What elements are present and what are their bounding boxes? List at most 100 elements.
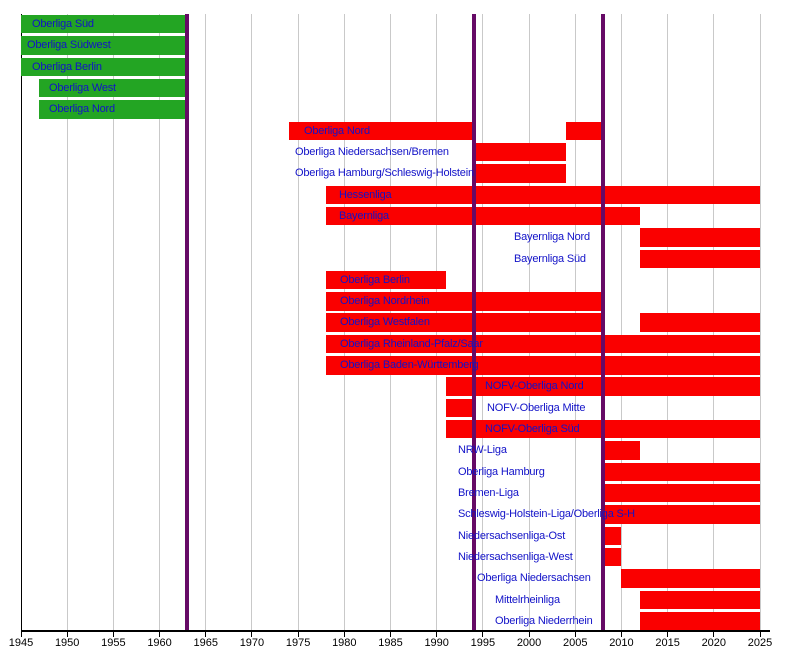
row-label: Oberliga Südwest bbox=[27, 39, 111, 52]
axis-tick-label: 1960 bbox=[147, 637, 172, 649]
row-label: Mittelrheinliga bbox=[495, 593, 560, 606]
axis-tick-label: 1975 bbox=[285, 637, 311, 649]
gridline-1960 bbox=[159, 14, 161, 630]
row-label: Oberliga Rheinland-Pfalz/Saar bbox=[340, 337, 483, 350]
timeline-bar bbox=[39, 78, 188, 98]
row-label: Oberliga Süd bbox=[32, 18, 94, 30]
axis-tick-label: 2025 bbox=[747, 637, 773, 649]
gridline-1955 bbox=[112, 14, 114, 630]
axis-tick-label: 1950 bbox=[54, 637, 80, 649]
timeline-bar bbox=[639, 611, 760, 631]
row-label: Bayernliga bbox=[339, 209, 389, 222]
timeline-bar bbox=[325, 185, 760, 204]
timeline-bar bbox=[639, 313, 760, 332]
axis-tick-label: 1980 bbox=[332, 637, 357, 649]
row-label: Oberliga Baden-Württemberg bbox=[340, 359, 479, 372]
timeline-bar bbox=[602, 505, 760, 524]
axis-tick-1980 bbox=[343, 631, 345, 637]
row-label: Oberliga Nord bbox=[304, 124, 370, 137]
axis-tick-label: 1985 bbox=[378, 637, 403, 649]
axis-tick-2020 bbox=[713, 631, 715, 637]
axis-tick-2025 bbox=[759, 631, 761, 637]
gridline-1965 bbox=[205, 14, 207, 630]
row-label: Oberliga Nord bbox=[49, 103, 115, 116]
row-label: Niedersachsenliga-Ost bbox=[458, 529, 566, 542]
timeline-bar bbox=[325, 206, 640, 226]
y-axis-line bbox=[20, 14, 22, 632]
axis-tick-label: 2000 bbox=[516, 637, 542, 649]
row-label: Hessenliga bbox=[339, 188, 392, 201]
era-divider-1963 bbox=[185, 14, 190, 630]
axis-tick-1970 bbox=[251, 631, 253, 637]
axis-tick-1960 bbox=[159, 631, 161, 637]
timeline-bar bbox=[602, 484, 760, 503]
x-axis-line bbox=[20, 630, 770, 632]
era-divider-2008 bbox=[600, 14, 605, 630]
row-label: Oberliga Nordrhein bbox=[340, 295, 430, 308]
row-label: Oberliga Hamburg/Schleswig-Holstein bbox=[295, 167, 474, 180]
row-label: Oberliga Berlin bbox=[340, 273, 410, 286]
row-label: NOFV-Oberliga Süd bbox=[485, 423, 580, 436]
timeline-bar bbox=[325, 292, 603, 311]
row-label: Oberliga Hamburg bbox=[458, 465, 545, 478]
axis-tick-label: 2005 bbox=[563, 637, 588, 649]
timeline-bar bbox=[325, 313, 603, 332]
axis-tick-label: 1945 bbox=[8, 637, 34, 649]
axis-tick-label: 1990 bbox=[424, 637, 449, 649]
timeline-bar bbox=[602, 526, 622, 546]
axis-tick-label: 2010 bbox=[609, 637, 634, 649]
axis-tick-1950 bbox=[66, 631, 68, 637]
timeline-bar bbox=[288, 121, 474, 140]
row-label: Oberliga Niedersachsen bbox=[477, 572, 591, 585]
timeline-bar bbox=[21, 36, 188, 55]
axis-tick-label: 2020 bbox=[701, 637, 727, 649]
axis-tick-1975 bbox=[297, 631, 299, 637]
timeline-bar bbox=[39, 100, 188, 119]
timeline-bar bbox=[325, 356, 760, 375]
timeline-bar bbox=[602, 441, 640, 460]
row-label: NRW-Liga bbox=[458, 444, 507, 457]
timeline-bar bbox=[639, 590, 760, 610]
axis-tick-1945 bbox=[20, 631, 22, 637]
row-label: Oberliga Berlin bbox=[32, 60, 102, 73]
gridline-1950 bbox=[66, 14, 68, 630]
timeline-bar bbox=[21, 57, 188, 77]
row-label: Schleswig-Holstein-Liga/Oberliga S-H bbox=[458, 508, 635, 521]
axis-tick-2010 bbox=[620, 631, 622, 637]
axis-tick-1965 bbox=[205, 631, 207, 637]
axis-tick-label: 1995 bbox=[470, 637, 496, 649]
row-label: Oberliga Westfalen bbox=[340, 316, 430, 329]
timeline-bar bbox=[445, 398, 474, 418]
axis-tick-2000 bbox=[528, 631, 530, 637]
era-divider-1994 bbox=[471, 14, 476, 630]
axis-tick-1955 bbox=[112, 631, 114, 637]
gridline-1975 bbox=[297, 14, 299, 630]
row-label: Oberliga Niedersachsen/Bremen bbox=[295, 145, 449, 158]
gridline-2025 bbox=[759, 14, 761, 630]
row-label: NOFV-Oberliga Nord bbox=[485, 380, 584, 393]
gridline-1970 bbox=[251, 14, 253, 630]
row-label: NOFV-Oberliga Mitte bbox=[487, 401, 586, 414]
axis-tick-1990 bbox=[436, 631, 438, 637]
timeline-bar bbox=[473, 142, 566, 162]
timeline-bar bbox=[639, 249, 760, 268]
axis-tick-label: 1955 bbox=[101, 637, 126, 649]
timeline-bar bbox=[566, 121, 603, 140]
axis-tick-2015 bbox=[667, 631, 669, 637]
axis-tick-1985 bbox=[390, 631, 391, 637]
row-label: Niedersachsenliga-West bbox=[458, 551, 573, 563]
row-label: Oberliga West bbox=[49, 81, 116, 94]
row-label: Bayernliga Nord bbox=[514, 231, 590, 244]
timeline-bar bbox=[21, 15, 188, 34]
axis-tick-2005 bbox=[574, 631, 576, 637]
timeline-bar bbox=[325, 270, 446, 290]
timeline-bar bbox=[602, 462, 760, 482]
timeline-bar bbox=[602, 548, 622, 567]
timeline-bar bbox=[473, 164, 566, 183]
row-label: Bremen-Liga bbox=[458, 487, 519, 500]
timeline-bar bbox=[639, 228, 760, 247]
gridline-2010 bbox=[620, 14, 622, 630]
axis-tick-1995 bbox=[482, 631, 484, 637]
axis-tick-label: 1970 bbox=[239, 637, 265, 649]
